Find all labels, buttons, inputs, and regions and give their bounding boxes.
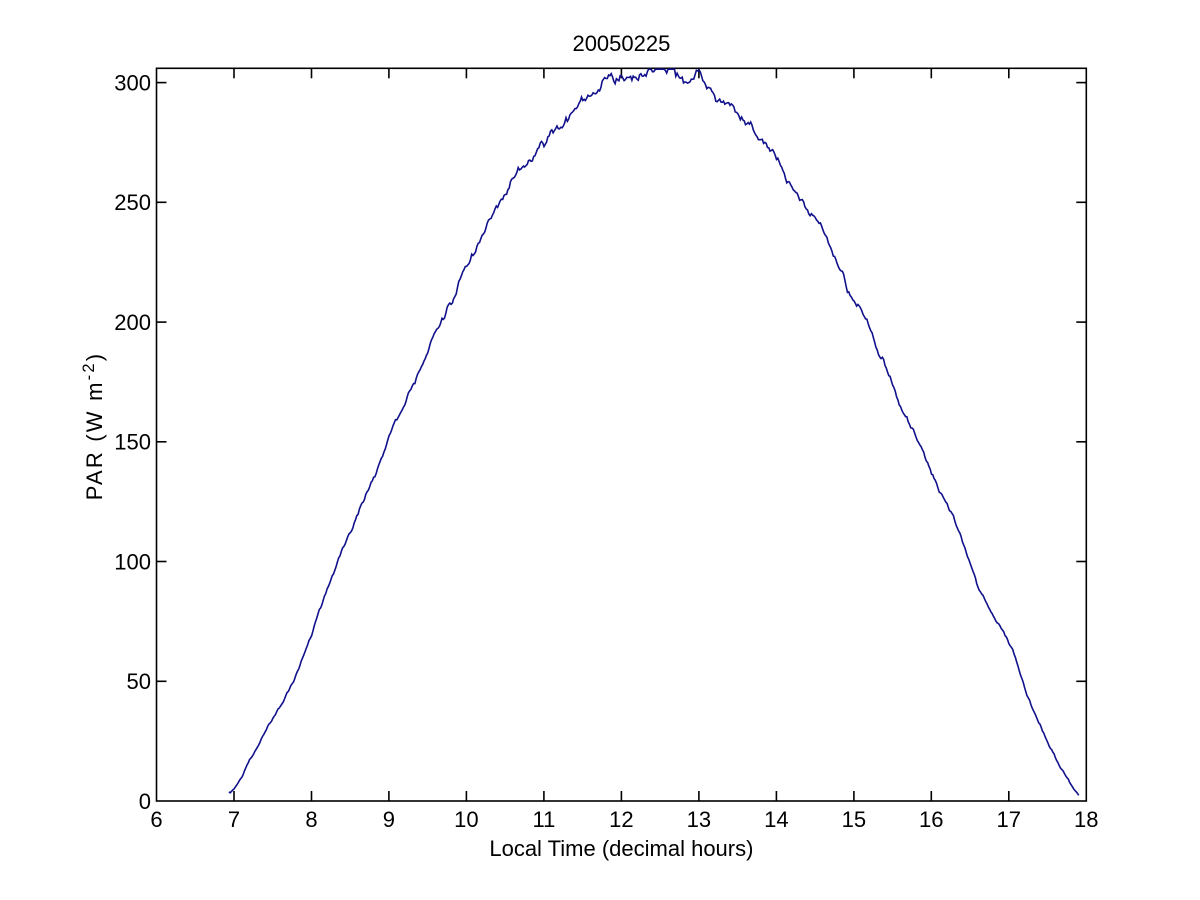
svg-text:12: 12 [609, 807, 633, 832]
svg-text:Local Time (decimal hours): Local Time (decimal hours) [489, 836, 753, 861]
svg-text:14: 14 [764, 807, 788, 832]
svg-text:9: 9 [383, 807, 395, 832]
svg-text:8: 8 [305, 807, 317, 832]
svg-text:6: 6 [150, 807, 162, 832]
svg-text:250: 250 [114, 190, 151, 215]
svg-text:300: 300 [114, 70, 151, 95]
svg-text:200: 200 [114, 310, 151, 335]
svg-text:20050225: 20050225 [572, 31, 670, 56]
svg-text:150: 150 [114, 430, 151, 455]
svg-text:13: 13 [687, 807, 711, 832]
svg-text:15: 15 [842, 807, 866, 832]
svg-text:100: 100 [114, 549, 151, 574]
svg-text:7: 7 [228, 807, 240, 832]
svg-text:16: 16 [919, 807, 943, 832]
svg-text:10: 10 [454, 807, 478, 832]
svg-text:11: 11 [532, 807, 555, 832]
svg-text:17: 17 [997, 807, 1021, 832]
svg-text:18: 18 [1074, 807, 1098, 832]
svg-text:0: 0 [139, 789, 151, 814]
svg-text:50: 50 [127, 669, 151, 694]
